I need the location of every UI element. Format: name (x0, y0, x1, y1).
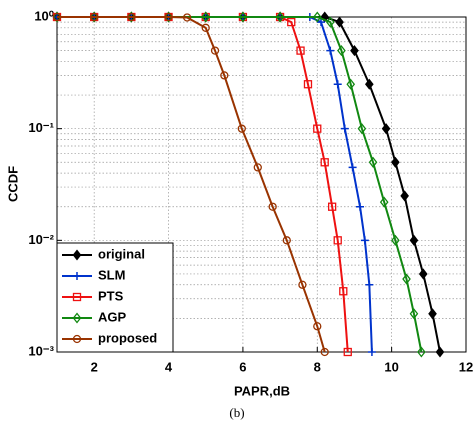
marker (400, 190, 409, 202)
marker (312, 11, 322, 23)
legend-label: AGP (98, 309, 127, 324)
x-tick-label: 8 (314, 359, 321, 374)
series-line (57, 16, 326, 353)
marker (360, 236, 369, 245)
marker (275, 11, 285, 23)
marker (164, 12, 173, 22)
marker (127, 12, 136, 22)
y-tick-label: 10⁻² (28, 232, 54, 247)
marker (72, 249, 82, 261)
marker (340, 124, 349, 133)
marker (357, 123, 367, 135)
marker (52, 11, 62, 23)
marker (365, 78, 374, 90)
marker (164, 11, 173, 23)
legend-label: SLM (98, 267, 125, 282)
x-tick-label: 12 (459, 359, 473, 374)
marker (201, 23, 210, 32)
marker (409, 234, 419, 246)
marker (296, 46, 305, 55)
marker (391, 156, 400, 168)
marker (381, 123, 391, 135)
marker (210, 46, 220, 55)
marker (367, 348, 376, 356)
marker (417, 346, 426, 358)
x-axis-label: PAPR,dB (234, 383, 290, 398)
marker (350, 45, 359, 57)
marker (220, 71, 229, 80)
marker (325, 16, 335, 28)
marker (346, 78, 356, 90)
legend-label: PTS (98, 288, 124, 303)
legend-label: proposed (98, 330, 157, 345)
marker (72, 292, 82, 302)
legend-label: original (98, 246, 145, 261)
marker (72, 312, 82, 324)
x-tick-label: 2 (91, 359, 98, 374)
marker (320, 158, 329, 167)
marker (238, 11, 248, 23)
x-tick-label: 4 (165, 359, 173, 374)
marker (391, 234, 400, 246)
marker (72, 334, 82, 344)
marker (379, 196, 389, 208)
x-tick-label: 6 (239, 359, 246, 374)
marker (365, 280, 374, 289)
marker (237, 124, 246, 133)
marker (435, 346, 445, 358)
marker (282, 236, 291, 245)
marker (339, 287, 348, 296)
marker (402, 273, 411, 285)
y-tick-label: 10⁻¹ (28, 120, 54, 135)
x-tick-label: 10 (384, 359, 398, 374)
marker (90, 12, 99, 22)
marker (201, 11, 211, 23)
marker (182, 13, 192, 22)
marker (52, 12, 62, 22)
marker (337, 45, 346, 57)
marker (287, 17, 296, 27)
marker (89, 11, 99, 23)
marker (333, 236, 342, 245)
marker (326, 46, 335, 55)
marker (333, 80, 342, 89)
y-tick-label: 10⁰ (34, 8, 54, 23)
marker (313, 322, 322, 331)
marker (268, 202, 277, 211)
marker (343, 347, 352, 357)
marker (253, 163, 262, 172)
marker (303, 80, 313, 89)
y-tick-label: 10⁻³ (28, 343, 54, 358)
marker (73, 272, 81, 280)
marker (368, 156, 378, 168)
marker (298, 280, 307, 289)
caption: (b) (229, 405, 244, 420)
marker (428, 308, 437, 320)
marker (313, 124, 322, 133)
marker (409, 308, 419, 320)
y-axis-label: CCDF (5, 166, 20, 202)
marker (348, 163, 357, 172)
marker (356, 202, 365, 211)
marker (335, 16, 344, 28)
marker (127, 11, 136, 23)
marker (320, 347, 329, 357)
marker (327, 202, 337, 211)
marker (418, 268, 428, 280)
